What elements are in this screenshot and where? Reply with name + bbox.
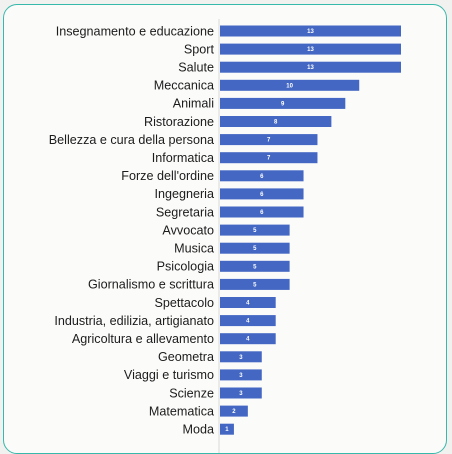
bar: [220, 423, 234, 435]
value-label: 9: [281, 101, 285, 107]
value-label: 5: [253, 246, 257, 252]
category-label: Giornalismo e scrittura: [88, 278, 214, 292]
category-label: Musica: [174, 242, 214, 256]
category-label: Meccanica: [154, 79, 214, 93]
value-label: 13: [307, 65, 314, 71]
category-label: Salute: [178, 61, 214, 75]
bar: [220, 405, 248, 417]
value-label: 6: [260, 192, 264, 198]
category-label: Viaggi e turismo: [124, 368, 214, 382]
bar: [220, 97, 346, 109]
value-label: 3: [239, 355, 243, 361]
category-label: Insegnamento e educazione: [56, 24, 214, 38]
bar: [220, 25, 401, 37]
value-label: 13: [307, 47, 314, 53]
value-label: 4: [246, 301, 250, 307]
bar: [220, 369, 262, 381]
bar: [220, 315, 276, 327]
bar: [220, 152, 318, 164]
value-label: 3: [239, 373, 243, 379]
category-label: Geometra: [158, 350, 214, 364]
bar: [220, 278, 290, 290]
category-label: Spettacolo: [154, 296, 214, 310]
bar: [220, 387, 262, 399]
bar: [220, 224, 290, 236]
value-label: 1: [225, 427, 229, 433]
category-label: Avvocato: [162, 223, 214, 237]
bar: [220, 260, 290, 272]
bar: [220, 242, 290, 254]
category-label: Scienze: [169, 386, 214, 400]
bar: [220, 170, 304, 182]
bar: [220, 61, 401, 73]
value-label: 5: [253, 228, 257, 234]
value-label: 3: [239, 391, 243, 397]
category-label: Moda: [182, 423, 214, 437]
chart-card: Insegnamento e educazione 13 Sport 13 Salute…: [3, 4, 447, 454]
value-label: 7: [267, 138, 271, 144]
value-label: 8: [274, 120, 278, 126]
category-label: Forze dell'ordine: [121, 169, 214, 183]
value-label: 4: [246, 319, 250, 325]
category-label: Sport: [184, 42, 215, 56]
value-label: 2: [232, 409, 236, 415]
category-label: Psicologia: [157, 260, 214, 274]
value-label: 6: [260, 210, 264, 216]
value-label: 4: [246, 337, 250, 343]
category-label: Agricoltura e allevamento: [72, 332, 214, 346]
category-label: Segretaria: [156, 205, 214, 219]
bar: [220, 297, 276, 308]
bar: [220, 43, 401, 55]
category-label: Ristorazione: [144, 115, 214, 129]
category-label: Informatica: [152, 151, 214, 165]
value-label: 13: [307, 29, 314, 35]
value-label: 5: [253, 264, 257, 270]
bar: [220, 134, 318, 146]
bar: [220, 206, 304, 218]
value-label: 5: [253, 282, 257, 288]
bar: [220, 351, 262, 363]
bar: [220, 116, 332, 127]
bar: [220, 79, 360, 91]
value-label: 10: [286, 83, 293, 89]
category-label: Animali: [173, 97, 214, 111]
category-label: Industria, edilizia, artigianato: [54, 314, 214, 328]
value-label: 7: [267, 156, 271, 162]
category-label: Bellezza e cura della persona: [49, 133, 214, 147]
category-label: Matematica: [149, 404, 214, 418]
bar: [220, 188, 304, 200]
bar: [220, 333, 276, 345]
category-label: Ingegneria: [154, 187, 214, 201]
value-label: 6: [260, 174, 264, 180]
